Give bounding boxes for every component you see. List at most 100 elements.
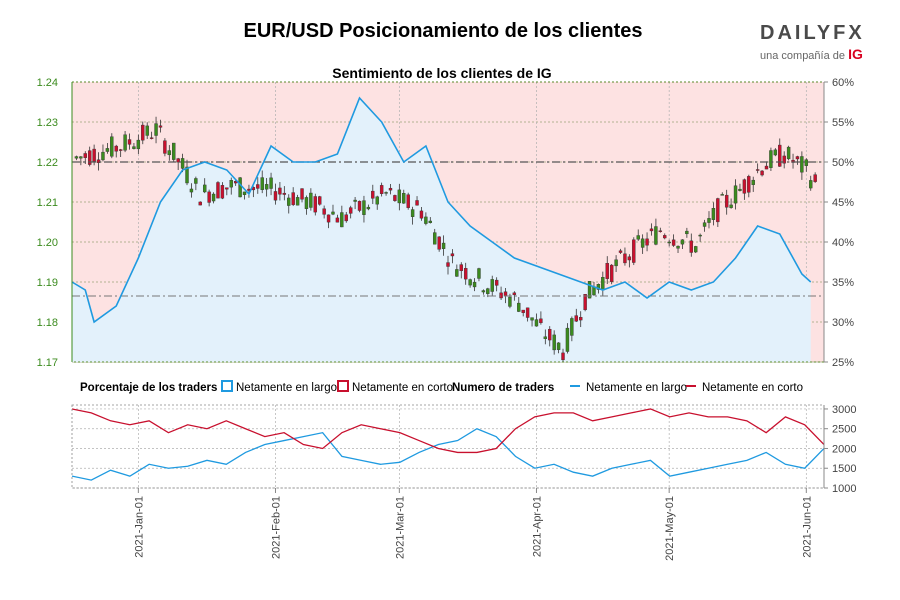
traders-tick-label: 3000 bbox=[832, 404, 856, 416]
date-tick-label: 2021-Mar-01 bbox=[394, 496, 406, 559]
candle-body bbox=[428, 220, 433, 223]
legend-count-long-label: Netamente en largo bbox=[586, 382, 687, 394]
candle-body bbox=[813, 174, 817, 182]
candle-body bbox=[260, 177, 264, 190]
candle-body bbox=[136, 139, 141, 150]
candle-body bbox=[592, 286, 596, 296]
candle-body bbox=[556, 342, 561, 350]
price-tick-label: 1.24 bbox=[37, 77, 58, 89]
brand-sub-text: una compañía de bbox=[760, 50, 846, 62]
candle-body bbox=[220, 185, 225, 199]
candle-body bbox=[397, 189, 402, 204]
candle-body bbox=[786, 146, 791, 160]
percent-tick-label: 35% bbox=[832, 277, 854, 289]
candle-body bbox=[92, 148, 96, 162]
long-percentage-area bbox=[72, 98, 811, 362]
candle-body bbox=[627, 256, 632, 261]
percent-tick-label: 45% bbox=[832, 197, 854, 209]
candle-body bbox=[707, 218, 711, 223]
candle-body bbox=[689, 240, 693, 253]
candle-body bbox=[574, 315, 578, 322]
candle-body bbox=[410, 209, 415, 217]
candle-body bbox=[269, 177, 273, 189]
candle-body bbox=[601, 277, 605, 291]
candle-body bbox=[348, 207, 353, 214]
candle-body bbox=[83, 153, 87, 158]
candle-body bbox=[539, 318, 543, 324]
chart-legend: Porcentaje de los traders Netamente en l… bbox=[80, 380, 803, 394]
candle-body bbox=[658, 230, 663, 232]
candle-body bbox=[614, 259, 618, 267]
candle-body bbox=[242, 191, 247, 195]
candle-body bbox=[225, 187, 229, 190]
candle-body bbox=[273, 191, 278, 201]
candle-body bbox=[326, 214, 331, 223]
candle-body bbox=[680, 239, 685, 245]
candle-body bbox=[760, 170, 764, 176]
traders-short-line bbox=[72, 408, 824, 454]
candle-body bbox=[282, 192, 287, 195]
candle-body bbox=[211, 193, 216, 202]
candle-body bbox=[379, 185, 384, 194]
candle-body bbox=[499, 292, 503, 299]
candle-body bbox=[481, 290, 486, 293]
candle-body bbox=[172, 142, 176, 160]
price-tick-label: 1.21 bbox=[37, 197, 58, 209]
candle-body bbox=[110, 136, 114, 157]
candle-body bbox=[256, 184, 260, 189]
candle-body bbox=[415, 200, 419, 206]
candle-body bbox=[375, 196, 379, 205]
candle-body bbox=[304, 197, 309, 209]
candle-body bbox=[742, 179, 747, 194]
candle-body bbox=[543, 336, 548, 339]
candle-body bbox=[795, 156, 800, 160]
candle-body bbox=[313, 196, 317, 213]
candle-body bbox=[87, 150, 92, 165]
percent-tick-label: 55% bbox=[832, 117, 854, 129]
price-tick-label: 1.23 bbox=[37, 117, 58, 129]
candle-body bbox=[79, 156, 83, 159]
percent-tick-label: 40% bbox=[832, 237, 854, 249]
traders-tick-label: 1000 bbox=[832, 483, 856, 495]
candle-body bbox=[141, 124, 145, 141]
candle-body bbox=[402, 193, 406, 204]
candle-body bbox=[503, 291, 508, 297]
candle-body bbox=[570, 318, 574, 336]
candle-body bbox=[167, 150, 172, 156]
candle-body bbox=[561, 352, 565, 361]
chart-subtitle: Sentimiento de los clientes de IG bbox=[332, 65, 551, 81]
candle-body bbox=[477, 268, 481, 279]
candle-body bbox=[446, 262, 450, 267]
candle-body bbox=[441, 242, 446, 249]
legend-count-title: Numero de traders bbox=[452, 382, 554, 394]
candle-body bbox=[512, 292, 517, 296]
candle-body bbox=[101, 151, 105, 161]
brand-subtitle: una compañía de IG bbox=[760, 46, 870, 62]
price-tick-label: 1.17 bbox=[37, 357, 58, 369]
legend-pct-title: Porcentaje de los traders bbox=[80, 382, 217, 394]
candle-body bbox=[729, 204, 733, 208]
candle-body bbox=[587, 281, 592, 299]
price-tick-label: 1.20 bbox=[37, 237, 58, 249]
candle-body bbox=[189, 188, 194, 193]
candle-body bbox=[424, 216, 428, 224]
traders-axis: 3000 2500 2000 1500 1000 bbox=[823, 404, 856, 495]
candle-body bbox=[782, 155, 786, 164]
legend-count-short-label: Netamente en corto bbox=[702, 382, 803, 394]
candle-body bbox=[291, 192, 295, 205]
candle-body bbox=[216, 182, 220, 199]
candle-body bbox=[716, 198, 720, 223]
candle-body bbox=[331, 211, 335, 215]
percent-tick-label: 50% bbox=[832, 157, 854, 169]
candle-body bbox=[702, 222, 707, 227]
candle-body bbox=[486, 288, 490, 294]
candle-body bbox=[455, 269, 459, 277]
candle-body bbox=[645, 238, 649, 246]
candle-body bbox=[340, 212, 344, 228]
candle-body bbox=[472, 281, 477, 288]
candle-body bbox=[649, 228, 654, 232]
candle-body bbox=[764, 165, 769, 170]
candle-body bbox=[194, 178, 198, 184]
candle-body bbox=[362, 200, 366, 215]
